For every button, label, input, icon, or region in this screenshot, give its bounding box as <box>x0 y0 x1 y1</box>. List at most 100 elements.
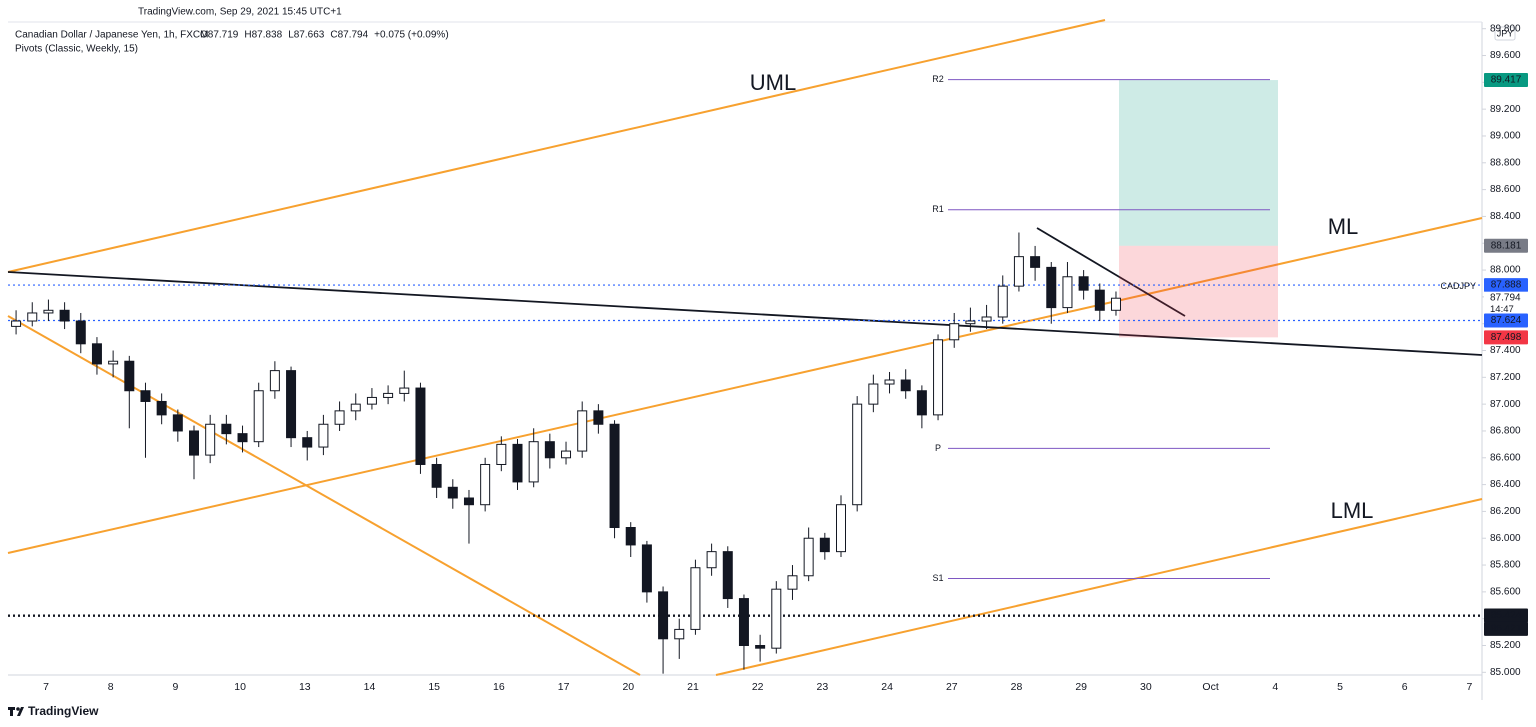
candle-body <box>27 312 38 322</box>
candle-body <box>593 410 604 425</box>
x-tick-label: 23 <box>817 681 829 693</box>
price-label-box <box>1484 278 1528 293</box>
candle-body <box>706 551 717 569</box>
price-label-box <box>1484 313 1528 328</box>
candle-body <box>75 320 86 345</box>
x-tick-label: 28 <box>1011 681 1023 693</box>
y-tick-label: 86.000 <box>1490 533 1521 544</box>
trendline-short <box>1036 227 1186 317</box>
y-tick-label: 88.400 <box>1490 211 1521 222</box>
candle-body <box>658 591 669 640</box>
last-price-box <box>1484 291 1528 304</box>
candle-body <box>383 392 394 398</box>
pitchfork-upper <box>7 19 1106 273</box>
x-tick-label: 21 <box>687 681 699 693</box>
drawings <box>7 19 1483 676</box>
candle-body <box>528 441 539 483</box>
price-label: 89.417 <box>1491 75 1522 86</box>
currency[interactable]: JPY <box>1497 28 1514 38</box>
x-tick-label: 5 <box>1337 681 1343 693</box>
x-tick-label: 30 <box>1140 681 1152 693</box>
source: TradingView.com, Sep 29, 2021 15:45 UTC+… <box>138 7 342 18</box>
pitchfork-lower <box>715 498 1483 676</box>
candle-body <box>949 323 960 341</box>
y-tick-label: 88.800 <box>1490 157 1521 168</box>
candle-body <box>269 370 280 392</box>
y-tick-label: 86.400 <box>1490 479 1521 490</box>
candle-body <box>286 370 297 439</box>
indicator: Pivots (Classic, Weekly, 15) <box>15 44 138 55</box>
price-label: 87.624 <box>1491 315 1522 326</box>
candle-body <box>561 450 572 459</box>
candle-body <box>544 441 555 459</box>
candle-body <box>722 551 733 600</box>
x-tick-label: 10 <box>234 681 246 693</box>
candle-body <box>1013 256 1024 287</box>
ohlc-value: +0.075 (+0.09%) <box>374 30 449 41</box>
candle-body <box>350 403 361 412</box>
price-label-box <box>1484 621 1528 636</box>
y-tick-label: 85.000 <box>1490 667 1521 678</box>
price-label-box <box>1484 73 1528 88</box>
y-tick-label: 86.200 <box>1490 506 1521 517</box>
x-tick-label: 20 <box>622 681 634 693</box>
x-tick-label: 22 <box>752 681 764 693</box>
candle-body <box>900 379 911 392</box>
candle-body <box>868 383 879 405</box>
x-tick-label: 13 <box>299 681 311 693</box>
x-tick-label: 27 <box>946 681 958 693</box>
candle-body <box>852 403 863 506</box>
candle-body <box>172 414 183 432</box>
candle-body <box>577 410 588 452</box>
y-tick-label: 85.600 <box>1490 587 1521 598</box>
ohlc-value: O87.719 <box>200 30 239 41</box>
stop-zone <box>1119 245 1278 338</box>
x-tick-label: 16 <box>493 681 505 693</box>
annotation: ML <box>1328 214 1359 239</box>
candle-body <box>108 360 119 365</box>
pivot-label: R2 <box>932 74 944 84</box>
candle-body <box>738 598 749 647</box>
x-tick-label: 17 <box>558 681 570 693</box>
candle-body <box>447 486 458 499</box>
candle-body <box>399 387 410 394</box>
pivot-label: S1 <box>932 573 943 583</box>
y-tick-label: 86.800 <box>1490 426 1521 437</box>
candle-body <box>221 423 232 435</box>
x-tick-label: 7 <box>1466 681 1472 693</box>
logo-mark <box>10 707 13 716</box>
candle-body <box>1110 297 1121 311</box>
candle-body <box>302 437 313 448</box>
y-tick-label: 85.800 <box>1490 560 1521 571</box>
price-label: 85.421 <box>1491 624 1522 635</box>
candle-body <box>463 497 474 506</box>
candle-body <box>237 433 248 443</box>
candle-body <box>755 645 766 649</box>
x-tick-label: 4 <box>1272 681 1278 693</box>
candle-body <box>690 567 701 630</box>
x-tick-label: 29 <box>1075 681 1087 693</box>
candle-body <box>836 504 847 553</box>
price-label: 87.888 <box>1491 280 1522 291</box>
symbol: Canadian Dollar / Japanese Yen, 1h, FXCM <box>15 30 208 41</box>
x-tick-label: 15 <box>428 681 440 693</box>
candle-body <box>318 423 329 448</box>
candle-body <box>1062 276 1073 309</box>
countdown: 14:47 <box>1490 304 1514 315</box>
y-tick-label: 87.000 <box>1490 399 1521 410</box>
annotation: UML <box>750 70 796 95</box>
candle-body <box>803 537 814 577</box>
candle-body <box>512 443 523 483</box>
x-tick-label: 7 <box>43 681 49 693</box>
price-label-box <box>1484 238 1528 253</box>
candle-body <box>140 390 151 402</box>
candle-body <box>771 588 782 649</box>
candle-body <box>884 379 895 385</box>
pivot-label: P <box>935 443 941 453</box>
candle-body <box>1078 276 1089 291</box>
candle-body <box>819 537 830 553</box>
currency-box[interactable] <box>1494 26 1516 41</box>
candle-body <box>334 410 345 425</box>
candle-body <box>91 343 102 365</box>
